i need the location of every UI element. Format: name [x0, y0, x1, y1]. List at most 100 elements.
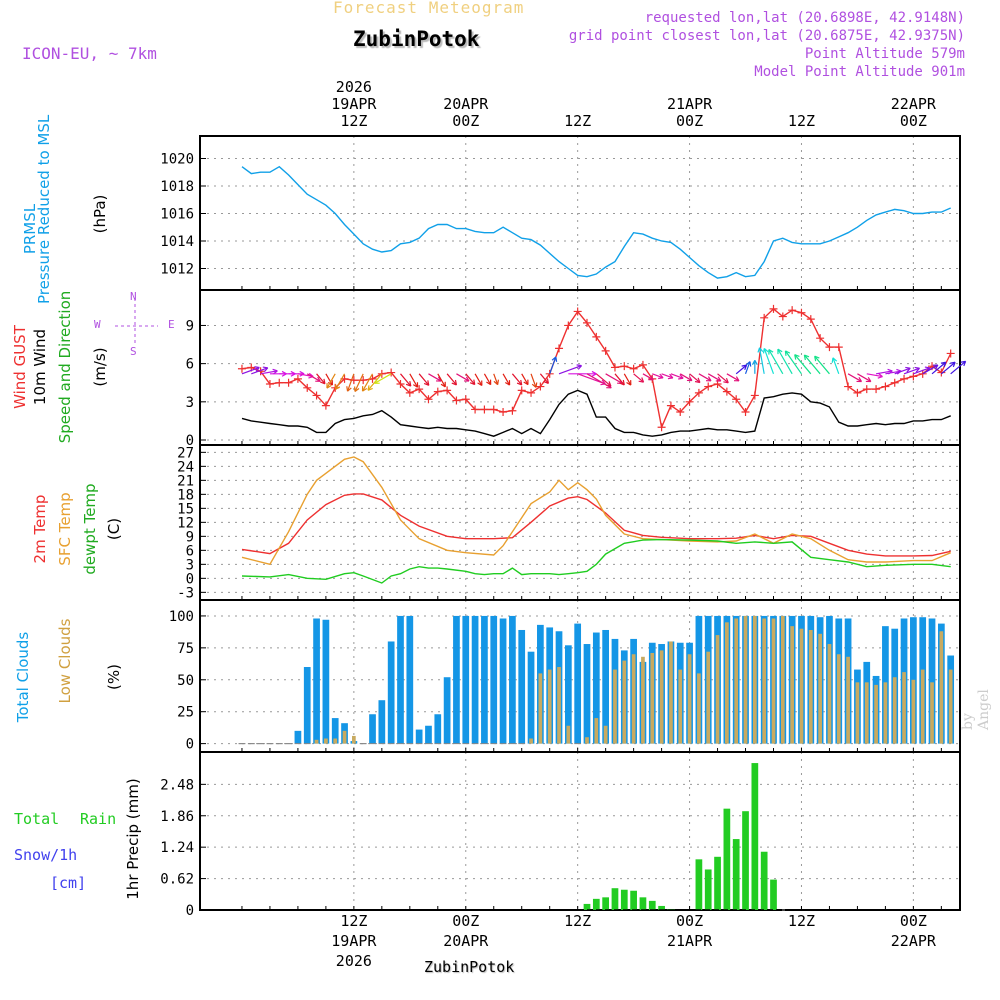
- time-label: 00Z: [452, 912, 480, 930]
- gust-marker: [284, 378, 293, 387]
- bar-low-clouds: [846, 656, 850, 744]
- wind-arrow: [493, 373, 499, 385]
- y-tick-label: 15: [177, 501, 194, 517]
- gust-marker: [387, 368, 396, 377]
- wind-arrow-head: [762, 347, 769, 354]
- wind-arrow-head: [451, 379, 458, 386]
- y-tick-label: 3: [186, 557, 194, 573]
- wind-arrow-head: [591, 370, 597, 377]
- time-label: 21APR: [666, 95, 713, 113]
- gust-marker: [555, 344, 564, 353]
- wind-arrow: [418, 373, 430, 386]
- compass-s: S: [130, 345, 137, 358]
- gust-marker: [862, 385, 871, 394]
- gust-marker: [312, 391, 321, 400]
- time-label: 2026: [335, 952, 372, 970]
- time-label: 19APR: [331, 932, 377, 950]
- gust-marker: [433, 387, 442, 396]
- y-tick-label: 24: [177, 459, 194, 475]
- requested-coords: requested lon,lat (20.6898E, 42.9148N): [644, 10, 965, 26]
- time-label: 12Z: [787, 112, 816, 130]
- wind-arrow: [346, 373, 355, 392]
- time-label: 20APR: [443, 932, 489, 950]
- wind-arrow-head: [374, 378, 380, 384]
- bar-low-clouds: [743, 615, 748, 744]
- wind-arrow: [784, 350, 802, 375]
- y-tick-label: 3: [186, 395, 194, 411]
- wind-arrow-head: [940, 361, 947, 368]
- wind-arrow-head: [865, 376, 872, 383]
- location-title: ZubinPotok: [353, 27, 480, 51]
- time-label: 00Z: [899, 112, 927, 130]
- wind-arrow-head: [469, 379, 476, 386]
- wind-arrow: [614, 373, 625, 386]
- bar-total-rain: [732, 839, 740, 910]
- gust-marker: [694, 388, 703, 397]
- gust-marker: [293, 374, 302, 383]
- wind-arrow-head: [960, 360, 967, 367]
- bar-total-clouds: [471, 615, 479, 744]
- wind-arrow: [931, 361, 947, 375]
- wind-arrow-head: [516, 379, 523, 386]
- wind-arrow-head: [638, 377, 645, 383]
- bar-total-clouds: [313, 618, 320, 744]
- wind-arrow: [241, 366, 260, 375]
- gust-marker: [769, 304, 778, 313]
- wind-gust-label: Wind GUST: [11, 325, 29, 409]
- bar-total-rain: [592, 898, 600, 910]
- gust-marker: [321, 401, 330, 410]
- y-tick-label: 21: [177, 473, 194, 489]
- bar-total-clouds: [406, 615, 414, 744]
- gust-marker: [601, 346, 610, 355]
- bar-total-clouds: [415, 729, 423, 744]
- bar-total-rain: [630, 890, 637, 910]
- gust-marker: [666, 401, 675, 410]
- bar-low-clouds: [622, 660, 627, 744]
- bar-low-clouds: [855, 682, 860, 744]
- gust-marker: [825, 343, 834, 352]
- gust-marker: [620, 362, 629, 371]
- gust-marker: [536, 382, 545, 391]
- wind-arrow: [814, 355, 830, 375]
- gust-marker: [415, 385, 424, 394]
- wind-arrow: [940, 361, 956, 375]
- wind-arrow-head: [346, 386, 352, 392]
- wind-arrow-head: [733, 376, 740, 382]
- precip-unit: 1hr Precip (mm): [124, 778, 142, 900]
- wind-arrow: [326, 373, 336, 389]
- bar-total-clouds: [434, 714, 442, 744]
- bar-total-clouds: [294, 730, 302, 744]
- y-tick-label: 6: [186, 543, 194, 559]
- bar-total-clouds: [462, 615, 470, 744]
- wind-arrow: [633, 373, 644, 383]
- wind-arrow-head: [914, 366, 921, 373]
- bar-low-clouds: [669, 641, 673, 744]
- wind-arrow: [689, 373, 701, 383]
- sfc-temp-label: SFC Temp: [56, 492, 74, 566]
- y-tick-label: 50: [177, 673, 194, 689]
- wind-arrow: [335, 373, 346, 390]
- bar-low-clouds: [631, 654, 636, 744]
- bar-low-clouds: [911, 679, 916, 744]
- wind-arrow: [361, 373, 374, 392]
- wind-arrow-head: [831, 357, 838, 363]
- compass-e: E: [168, 318, 175, 331]
- gust-marker: [452, 396, 461, 405]
- wind-arrow-head: [361, 386, 368, 392]
- wind-arrow-head: [477, 380, 483, 387]
- compass-n: N: [130, 290, 137, 303]
- y-tick-label: 1.24: [160, 840, 194, 856]
- wind-arrow: [511, 373, 523, 386]
- wind-arrow: [446, 373, 457, 386]
- bar-total-rain: [695, 859, 703, 910]
- wind-arrow: [707, 373, 722, 382]
- point-altitude: Point Altitude 579m: [804, 46, 965, 62]
- bar-total-rain: [583, 903, 591, 910]
- bar-low-clouds: [566, 725, 571, 744]
- wind-arrow: [922, 364, 939, 375]
- wind-arrow: [735, 364, 747, 375]
- y-tick-label: 6: [186, 357, 194, 373]
- wind-arrow-head: [932, 364, 939, 370]
- wind-arrow-head: [412, 382, 419, 388]
